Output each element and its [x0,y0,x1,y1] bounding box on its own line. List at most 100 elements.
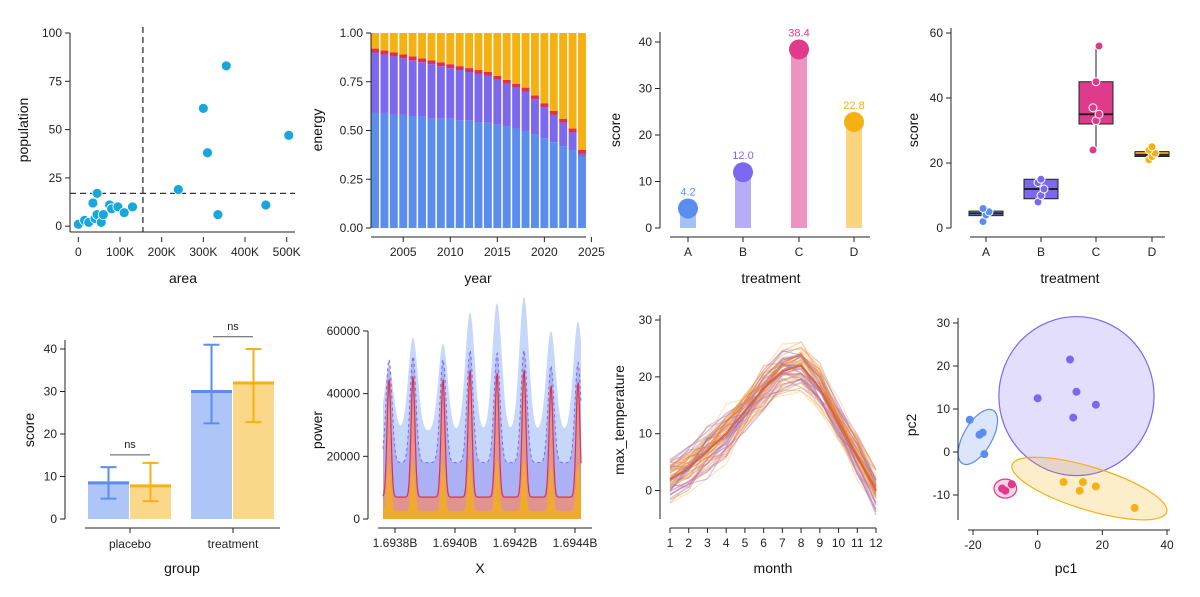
x-tick-label: -20 [964,538,982,552]
group-ellipse [1011,456,1168,521]
y-tick-label: 30 [44,385,58,399]
y-tick-label: 10 [44,470,58,484]
stacked-bar-segment-orange [446,33,455,65]
y-tick-label: 50 [49,123,63,137]
y-tick-label: 0.75 [340,75,364,89]
box-point [1088,145,1098,155]
temperature-line [669,372,877,491]
stacked-bar-segment-orange [436,33,445,63]
chart-area-power: 0 20000 40000 60000 1.6938B 1.6940B 1.6942B 1.6… [309,296,598,576]
stacked-bar-segment-red [455,66,464,71]
temperature-line [669,391,877,508]
area-band-middle [383,350,581,519]
y-tick-label: 40 [930,91,944,105]
pca-point [1091,482,1100,491]
area-line-mid [382,348,582,464]
temperature-line [669,379,877,497]
stacked-bar-segment-blue [502,126,511,228]
stacked-bar-segment-purple [559,122,568,147]
box-point [1094,41,1104,51]
y-tick-label: 0.50 [340,124,364,138]
stacked-bar-segment-red [399,54,408,59]
stacked-bar-segment-orange [502,33,511,80]
temperature-line [669,352,877,481]
scatter-point [118,207,130,219]
y-tick-label: 20 [639,128,653,142]
scatter-point [212,209,224,221]
x-tick-label: 100K [106,245,134,259]
stacked-bar-segment-purple [483,75,492,123]
temperature-line [669,377,877,493]
stacked-bar-segment-red [474,70,483,74]
temperature-mean-line [669,364,877,492]
stacked-bar-segment-blue [531,134,539,228]
stacked-bar-segment-purple [512,87,521,129]
stacked-bar-segment-blue [380,112,389,228]
stacked-bar-segment-red [540,103,549,108]
stacked-bar-segment-purple [474,73,483,123]
box-point [1036,174,1046,184]
box-point [1088,103,1098,113]
temperature-line [669,354,877,491]
y-tick-label: 30 [639,313,653,327]
y-tick-label: 0 [50,512,57,526]
stacked-bar-segment-orange [474,33,483,71]
pca-point [1075,486,1084,495]
temperature-line [669,364,877,498]
chart-lollipop-score: 4.2 A 12.0 B 38.4 C 22.8 D 0 10 20 30 40 treatment sco… [607,27,870,286]
y-tick-label: 20000 [327,449,361,463]
stacked-bar-segment-orange [568,33,577,129]
x-tick-label: 1.6944B [553,536,598,550]
y-tick-label: 0.25 [340,172,364,186]
y-tick-label: -10 [933,488,951,502]
pca-point [1091,400,1100,409]
y-tick-label: 0 [936,221,943,235]
stacked-bar-segment-purple [465,72,474,121]
stacked-bar-segment-orange [380,33,389,51]
temperature-line [669,359,877,486]
x-tick-label: 400K [231,245,259,259]
value-label: 22.8 [843,100,864,112]
group-ellipse [998,315,1155,477]
temperature-line [669,382,877,503]
stacked-bar-segment-purple [455,70,464,121]
stacked-bar-segment-orange [531,33,539,96]
x-tick-label: 40 [1160,538,1174,552]
stacked-bar-segment-blue [540,138,549,228]
y-axis-label: population [15,98,31,163]
stacked-bar-segment-blue [446,118,455,228]
stacked-bar-segment-orange [389,33,398,53]
x-tick-label: 7 [779,536,786,550]
y-tick-label: 0 [353,512,360,526]
x-tick-label: 200K [148,245,176,259]
stacked-bar-segment-red [559,118,568,123]
temperature-line [669,362,877,510]
area-band-base [383,459,581,519]
temperature-line [669,378,877,510]
x-tick-label: A [982,245,990,259]
lollipop-bar [791,49,807,228]
y-tick-label: 20 [937,359,951,373]
x-tick-label: 3 [704,536,711,550]
y-tick-label: 0 [645,484,652,498]
stacked-bar-segment-purple [399,58,408,115]
box-point [1147,142,1157,152]
stacked-bar-segment-purple [568,132,577,150]
stacked-bar-segment-orange [540,33,549,104]
x-tick-label: 1.6940B [433,536,478,550]
box-point [1091,77,1101,87]
x-tick-label: 8 [798,536,805,550]
stacked-bar-segment-red [483,72,492,76]
x-tick-label: 0 [1034,538,1041,552]
stacked-bar-segment-blue [408,116,417,228]
y-tick-label: 40000 [327,387,361,401]
x-tick-label: 9 [816,536,823,550]
temperature-line [669,361,877,487]
stacked-bar-segment-red [380,50,389,55]
value-label: 38.4 [788,27,809,39]
x-tick-label: C [1092,245,1101,259]
stacked-bar-segment-purple [521,91,530,131]
stacked-bar-segment-purple [408,60,417,117]
